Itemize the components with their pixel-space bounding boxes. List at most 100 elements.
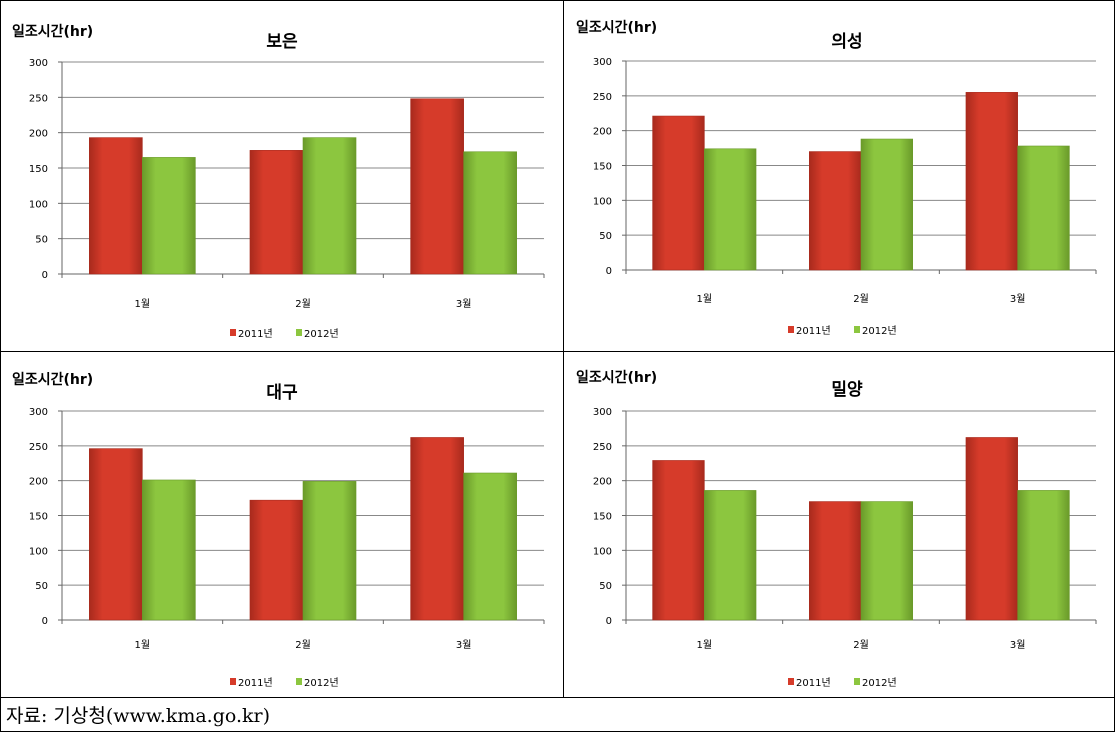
x-tick-label: 1월 <box>135 298 151 310</box>
y-tick-label: 0 <box>606 616 612 627</box>
chart-boeun: 일조시간(hr) 보은 0 50 100 150 200 250 300 1월 2월 3월 2011년 2… <box>12 23 545 340</box>
source-note: 자료: 기상청(www.kma.go.kr) <box>6 705 271 727</box>
bar-2011-2 <box>809 151 862 271</box>
y-tick-label: 50 <box>599 231 612 242</box>
bar-2011-3 <box>410 437 464 621</box>
y-tick-label: 150 <box>593 162 612 173</box>
y-tick-label: 200 <box>593 127 612 138</box>
bar-2012-2 <box>302 137 357 275</box>
x-tick-label: 1월 <box>697 293 713 305</box>
legend-label: 2011년 <box>796 325 831 337</box>
chart-miryang: 일조시간(hr) 밀양 0 50 100 150 200 250 300 1월 2월 3월 2011년 2… <box>576 369 1097 689</box>
bar-2012-3 <box>463 151 517 275</box>
bar-2011-3 <box>965 92 1018 271</box>
bar-2011-2 <box>249 499 304 621</box>
bar-2012-2 <box>302 481 357 621</box>
y-tick-label: 250 <box>593 92 612 103</box>
y-tick-label: 300 <box>593 407 612 418</box>
bar-2012-3 <box>1017 145 1070 271</box>
y-tick-label: 300 <box>29 58 48 69</box>
chart-panel-miryang: 일조시간(hr) 밀양 0 50 100 150 200 250 300 1월 2월 3월 2011년 2… <box>564 352 1115 697</box>
y-tick-label: 0 <box>42 616 48 627</box>
bar-2011-2 <box>249 150 304 275</box>
bar-2012-1 <box>704 148 757 271</box>
x-tick-label: 2월 <box>295 298 311 310</box>
y-tick-label: 200 <box>29 477 48 488</box>
footer-divider <box>0 697 1115 698</box>
bar-2012-3 <box>1017 490 1070 621</box>
bar-2012-1 <box>704 490 757 621</box>
y-tick-label: 300 <box>593 57 612 68</box>
y-axis-label: 일조시간(hr) <box>12 371 93 388</box>
x-tick-label: 3월 <box>1010 293 1026 305</box>
chart-title: 밀양 <box>831 379 863 400</box>
x-tick-label: 1월 <box>697 639 713 651</box>
y-axis-label: 일조시간(hr) <box>12 23 93 40</box>
chart-title: 보은 <box>266 32 298 52</box>
legend-label: 2011년 <box>238 328 273 340</box>
y-tick-label: 200 <box>593 477 612 488</box>
bar-2011-1 <box>89 448 143 621</box>
chart-panel-daegu: 일조시간(hr) 대구 0 50 100 150 200 250 300 1월 2월 3월 2011년 2… <box>0 352 563 697</box>
y-axis-label: 일조시간(hr) <box>576 19 657 36</box>
chart-panel-uiseong: 일조시간(hr) 의성 0 50 100 150 200 250 300 1월 2월 3월 2011년 2… <box>564 0 1115 351</box>
bar-2012-2 <box>860 501 914 621</box>
chart-title: 대구 <box>266 383 298 403</box>
y-tick-label: 100 <box>593 546 612 557</box>
y-tick-label: 100 <box>29 546 48 557</box>
bar-2011-1 <box>652 115 705 271</box>
legend-swatch <box>296 678 302 685</box>
legend-label: 2012년 <box>862 325 897 337</box>
y-tick-label: 150 <box>29 164 48 175</box>
chart-daegu: 일조시간(hr) 대구 0 50 100 150 200 250 300 1월 2월 3월 2011년 2… <box>12 371 545 689</box>
legend-swatch <box>854 326 860 333</box>
y-axis-label: 일조시간(hr) <box>576 369 657 386</box>
bar-2012-2 <box>860 138 914 271</box>
y-tick-label: 150 <box>29 512 48 523</box>
panel-divider-horizontal <box>0 351 1115 352</box>
bar-2011-2 <box>809 501 862 621</box>
x-tick-label: 2월 <box>853 293 869 305</box>
chart-uiseong: 일조시간(hr) 의성 0 50 100 150 200 250 300 1월 2월 3월 2011년 2… <box>576 19 1097 337</box>
bar-2012-1 <box>142 157 196 275</box>
legend-label: 2012년 <box>862 677 897 689</box>
bar-2011-3 <box>965 437 1018 621</box>
bar-2011-1 <box>89 137 143 275</box>
y-tick-label: 200 <box>29 129 48 140</box>
x-tick-label: 2월 <box>295 639 311 651</box>
bar-2012-3 <box>463 472 517 621</box>
legend-swatch <box>230 329 236 336</box>
x-tick-label: 3월 <box>1010 639 1026 651</box>
legend-swatch <box>296 329 302 336</box>
y-tick-label: 250 <box>593 442 612 453</box>
legend-label: 2012년 <box>304 677 339 689</box>
bar-2011-3 <box>410 98 464 275</box>
y-tick-label: 0 <box>42 270 48 281</box>
legend-swatch <box>854 678 860 685</box>
chart-panel-boeun: 일조시간(hr) 보은 0 50 100 150 200 250 300 1월 2월 3월 2011년 2… <box>0 0 563 351</box>
chart-title: 의성 <box>831 32 862 52</box>
y-tick-label: 50 <box>35 235 48 246</box>
x-tick-label: 1월 <box>135 639 151 651</box>
legend-label: 2012년 <box>304 328 339 340</box>
y-tick-label: 150 <box>593 512 612 523</box>
y-tick-label: 300 <box>29 407 48 418</box>
legend-label: 2011년 <box>796 677 831 689</box>
legend-swatch <box>230 678 236 685</box>
bar-2011-1 <box>652 460 705 621</box>
y-tick-label: 100 <box>593 196 612 207</box>
y-tick-label: 0 <box>606 266 612 277</box>
bar-2012-1 <box>142 479 196 621</box>
legend-swatch <box>788 326 794 333</box>
legend-swatch <box>788 678 794 685</box>
x-tick-label: 3월 <box>456 298 472 310</box>
y-tick-label: 250 <box>29 93 48 104</box>
x-tick-label: 3월 <box>456 639 472 651</box>
legend-label: 2011년 <box>238 677 273 689</box>
x-tick-label: 2월 <box>853 639 869 651</box>
panel-divider-vertical <box>563 0 564 697</box>
y-tick-label: 50 <box>35 581 48 592</box>
y-tick-label: 250 <box>29 442 48 453</box>
y-tick-label: 100 <box>29 199 48 210</box>
